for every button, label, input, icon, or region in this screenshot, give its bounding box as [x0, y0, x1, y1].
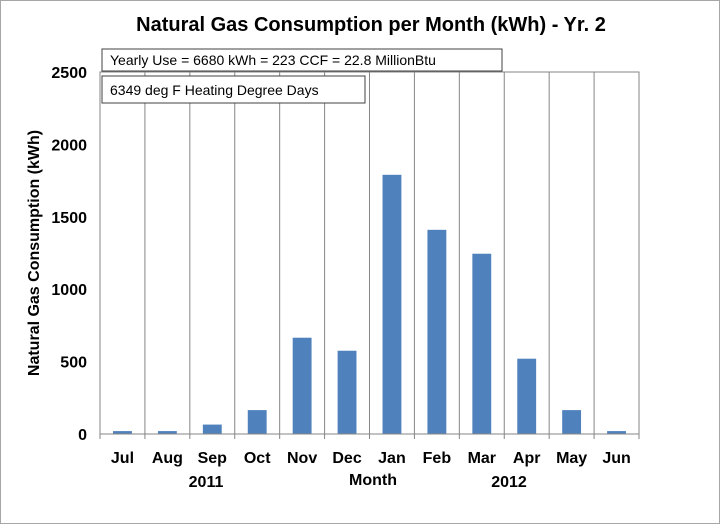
bar-nov [292, 337, 312, 434]
x-tick-labels: Jul Aug Sep Oct Nov Dec Jan Feb Mar Apr May Jun [111, 450, 631, 467]
annotation-heating-degree-days: 6349 deg F Heating Degree Days [101, 75, 366, 104]
x-tick-label-jul: Jul [111, 450, 134, 467]
x-tick-label-jun: Jun [602, 450, 630, 467]
y-axis-label: Natural Gas Consumption (kWh) [26, 130, 43, 376]
x-tick-label-mar: Mar [468, 450, 496, 467]
y-tick-label-2000: 2000 [51, 137, 87, 154]
bar-apr [517, 358, 537, 434]
y-tick-label-1500: 1500 [51, 210, 87, 227]
x-tick-label-sep: Sep [198, 450, 228, 467]
bar-jun [607, 431, 626, 434]
x-tick-label-may: May [556, 450, 587, 467]
bar-jul [113, 431, 132, 434]
y-tick-labels: 0 500 1000 1500 2000 2500 [51, 65, 87, 444]
year-label-2012: 2012 [491, 474, 527, 491]
year-label-2011: 2011 [189, 474, 224, 491]
x-tick-label-jan: Jan [378, 450, 406, 467]
bars [113, 174, 626, 435]
y-tick-label-1000: 1000 [51, 282, 87, 299]
x-tick-label-apr: Apr [513, 450, 541, 467]
bar-feb [427, 229, 447, 434]
y-tick-label-2500: 2500 [51, 65, 87, 82]
bar-oct [247, 410, 267, 434]
bar-aug [157, 431, 177, 434]
x-tick-label-nov: Nov [287, 450, 317, 467]
bar-dec [337, 350, 357, 434]
bar-sep [202, 424, 222, 434]
annotation-yearly-use-box [101, 48, 503, 72]
x-tick-marks [99, 434, 640, 439]
x-tick-label-feb: Feb [423, 450, 452, 467]
bar-jan [382, 174, 402, 435]
bar-may [562, 410, 582, 434]
x-tick-label-oct: Oct [244, 450, 271, 467]
annotation-hdd-text: 6349 deg F Heating Degree Days [110, 82, 319, 98]
x-tick-label-dec: Dec [332, 450, 361, 467]
y-tick-label-500: 500 [60, 355, 87, 372]
x-axis-label: Month [349, 472, 397, 489]
annotation-hdd-box [101, 75, 366, 104]
chart-title: Natural Gas Consumption per Month (kWh) … [136, 14, 606, 36]
plot-area [99, 71, 640, 439]
bar-mar [472, 253, 492, 434]
annotation-yearly-use-text: Yearly Use = 6680 kWh = 223 CCF = 22.8 M… [110, 52, 436, 68]
y-tick-label-0: 0 [78, 427, 87, 444]
gridlines [144, 72, 595, 434]
x-tick-label-aug: Aug [152, 450, 183, 467]
annotation-yearly-use: Yearly Use = 6680 kWh = 223 CCF = 22.8 M… [101, 48, 503, 72]
